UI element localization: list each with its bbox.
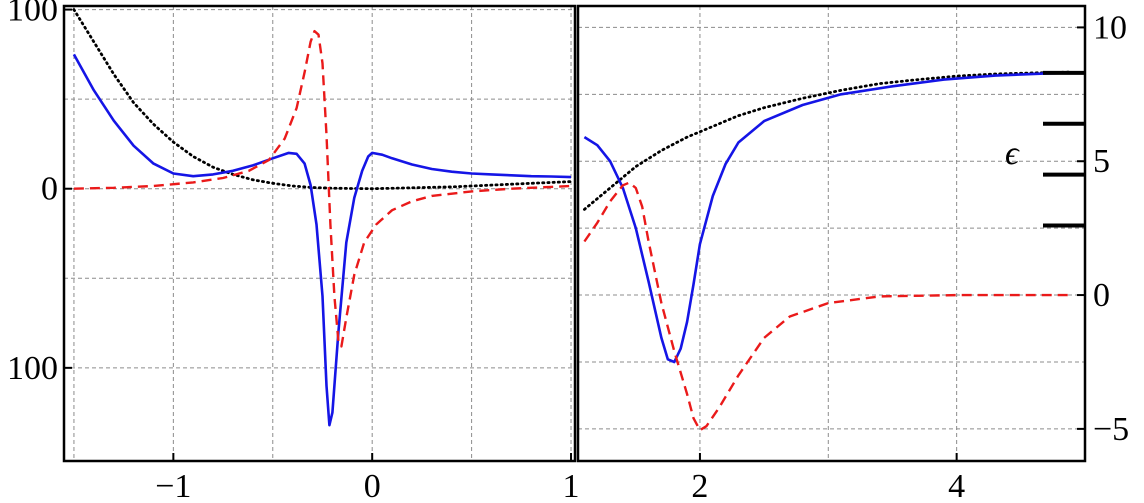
right-y-tick-label: 10 <box>1093 9 1127 46</box>
left-x-tick-label: −1 <box>155 468 191 503</box>
right-y-tick-label: 5 <box>1093 143 1110 180</box>
left-x-tick-label: 0 <box>364 468 381 503</box>
right-frame <box>576 4 1087 463</box>
right-x-tick-label: 4 <box>948 468 965 503</box>
left-x-tick-label: 1 <box>563 468 580 503</box>
left-y-tick-label: 0 <box>41 171 58 208</box>
right-series-black-dotted <box>583 70 1074 211</box>
right-panel: 2 4 10 5 0 −5 ϵ <box>576 4 1129 503</box>
right-series-blue-solid <box>583 71 1073 364</box>
left-y-tick-label: 100 <box>7 350 58 387</box>
left-series-black-dotted <box>72 8 573 191</box>
left-panel: −1 0 1 100 0 100 <box>7 0 580 503</box>
left-series-red-dashed <box>73 29 572 348</box>
right-y-tick-label: 0 <box>1093 277 1110 314</box>
right-x-tick-label: 2 <box>691 468 708 503</box>
left-frame <box>62 4 577 463</box>
epsilon-axis-label: ϵ <box>1005 135 1020 172</box>
right-y-tick-label: −5 <box>1093 411 1129 448</box>
left-series-blue-solid <box>72 53 572 427</box>
right-series-red-dashed <box>583 181 1073 432</box>
left-y-tick-label: 100 <box>7 0 58 29</box>
